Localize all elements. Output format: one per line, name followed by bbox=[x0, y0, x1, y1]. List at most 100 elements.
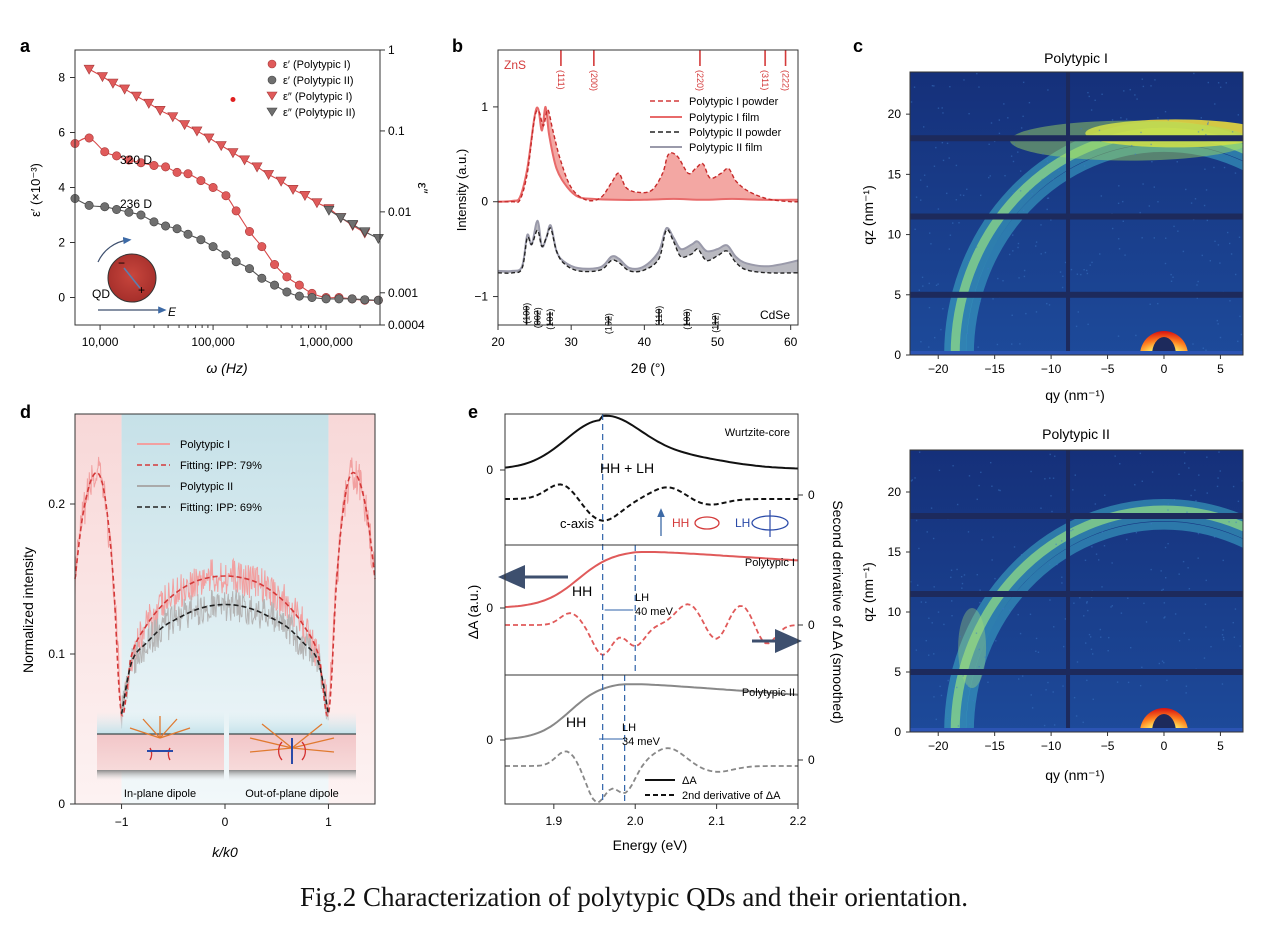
noise-pixel bbox=[1226, 231, 1229, 234]
noise-pixel bbox=[935, 146, 937, 149]
noise-pixel bbox=[1182, 250, 1185, 253]
noise-pixel bbox=[938, 469, 941, 472]
noise-pixel bbox=[1219, 336, 1222, 339]
noise-pixel bbox=[951, 600, 953, 602]
noise-pixel bbox=[1221, 683, 1224, 685]
noise-pixel bbox=[1046, 302, 1048, 305]
noise-pixel bbox=[1117, 238, 1120, 240]
noise-pixel bbox=[1035, 650, 1037, 652]
qd-minus: − bbox=[118, 256, 125, 270]
noise-pixel bbox=[910, 101, 913, 103]
noise-pixel bbox=[1103, 545, 1106, 547]
data-point bbox=[124, 207, 134, 217]
noise-pixel bbox=[962, 675, 964, 677]
noise-pixel bbox=[1176, 161, 1178, 163]
y-tick-label: 10 bbox=[888, 228, 902, 242]
panel-e-letter: e bbox=[468, 402, 478, 422]
noise-pixel bbox=[990, 122, 993, 124]
noise-pixel bbox=[1083, 615, 1085, 617]
noise-pixel bbox=[1157, 302, 1159, 305]
x-tick-label: 5 bbox=[1217, 362, 1224, 376]
y-tick-label: 0 bbox=[486, 601, 493, 615]
noise-pixel bbox=[963, 79, 965, 81]
noise-pixel bbox=[928, 346, 930, 348]
map-frame bbox=[909, 449, 1244, 733]
noise-pixel bbox=[1019, 632, 1022, 635]
data-point bbox=[323, 205, 335, 216]
noise-pixel bbox=[1031, 707, 1034, 709]
noise-pixel bbox=[935, 718, 937, 721]
noise-pixel bbox=[959, 194, 962, 196]
legend-entry: ε″ (Polytypic II) bbox=[283, 107, 355, 119]
noise-pixel bbox=[1082, 721, 1084, 724]
noise-pixel bbox=[1051, 510, 1053, 513]
cdse-reference-label: (110) bbox=[654, 306, 664, 326]
noise-pixel bbox=[1116, 681, 1119, 683]
noise-pixel bbox=[1204, 603, 1207, 605]
data-point bbox=[96, 72, 108, 83]
noise-pixel bbox=[1122, 200, 1124, 203]
noise-pixel bbox=[1002, 280, 1004, 282]
noise-pixel bbox=[972, 699, 975, 702]
noise-pixel bbox=[1086, 601, 1088, 603]
noise-pixel bbox=[1127, 681, 1130, 684]
noise-pixel bbox=[1160, 570, 1162, 572]
legend-entry: ΔA bbox=[682, 775, 697, 787]
noise-pixel bbox=[926, 185, 928, 188]
x-tick-label: 2.1 bbox=[708, 814, 725, 828]
x-tick-label: 50 bbox=[711, 335, 725, 349]
data-point bbox=[373, 295, 383, 305]
noise-pixel bbox=[958, 222, 960, 224]
noise-pixel bbox=[1187, 567, 1189, 569]
noise-pixel bbox=[1193, 72, 1195, 75]
noise-pixel bbox=[1019, 170, 1022, 172]
qd-inset: − + QD E bbox=[92, 237, 177, 319]
panel-d-chart: −1 0 1 0 0.1 0.2 Normalized intensity k/k0 Po… bbox=[20, 413, 376, 860]
panel-c-chart: Polytypic I Polytypic II −20 −15 −10 −5 0 5 0 5… bbox=[860, 50, 1244, 783]
noise-pixel bbox=[999, 489, 1001, 492]
noise-pixel bbox=[1058, 156, 1060, 158]
noise-pixel bbox=[1107, 649, 1109, 652]
panel-a-chart: 10,000 100,000 1,000,000 0 2 4 6 8 0.0004 0.001 0.… bbox=[28, 43, 431, 376]
detector-gap bbox=[910, 291, 1243, 298]
noise-pixel bbox=[1166, 679, 1168, 682]
zns-reference-label: (200) bbox=[589, 70, 599, 91]
y-tick-label: 0.1 bbox=[48, 647, 65, 661]
noise-pixel bbox=[1225, 82, 1227, 84]
noise-pixel bbox=[926, 531, 928, 533]
legend-entry: Fitting: IPP: 79% bbox=[180, 460, 262, 472]
noise-pixel bbox=[1089, 636, 1092, 638]
noise-pixel bbox=[1020, 127, 1023, 129]
y-tick-label: 0.2 bbox=[48, 497, 65, 511]
legend-entry: ε″ (Polytypic I) bbox=[283, 91, 352, 103]
inset-label-out-of-plane: Out-of-plane dipole bbox=[245, 788, 339, 800]
noise-pixel bbox=[916, 584, 919, 586]
noise-pixel bbox=[1164, 546, 1167, 549]
noise-pixel bbox=[1035, 311, 1038, 313]
noise-pixel bbox=[1048, 563, 1051, 566]
noise-pixel bbox=[966, 188, 968, 191]
legend-entry: Polytypic II film bbox=[689, 142, 762, 154]
noise-pixel bbox=[1010, 155, 1013, 157]
noise-pixel bbox=[1080, 128, 1082, 130]
data-point bbox=[221, 250, 231, 260]
data-point bbox=[100, 147, 110, 157]
noise-pixel bbox=[1017, 242, 1020, 245]
noise-pixel bbox=[1205, 349, 1207, 351]
data-point bbox=[294, 280, 304, 290]
noise-pixel bbox=[1178, 473, 1180, 475]
y-tick-label: 0 bbox=[894, 348, 901, 362]
noise-pixel bbox=[1111, 227, 1114, 230]
x-tick-label: −1 bbox=[115, 815, 129, 829]
map-content bbox=[910, 450, 1243, 732]
x-tick-label: 10,000 bbox=[82, 335, 119, 349]
noise-pixel bbox=[1207, 123, 1209, 125]
noise-pixel bbox=[1042, 153, 1044, 155]
y-tick-label: 10 bbox=[888, 605, 902, 619]
noise-pixel bbox=[939, 685, 941, 688]
noise-pixel bbox=[910, 480, 913, 482]
noise-pixel bbox=[1182, 560, 1185, 563]
y2-tick-label: 0.0004 bbox=[388, 318, 425, 332]
zns-label: ZnS bbox=[504, 58, 526, 72]
panel-b-legend: Polytypic I powder Polytypic I film Poly… bbox=[650, 96, 782, 154]
